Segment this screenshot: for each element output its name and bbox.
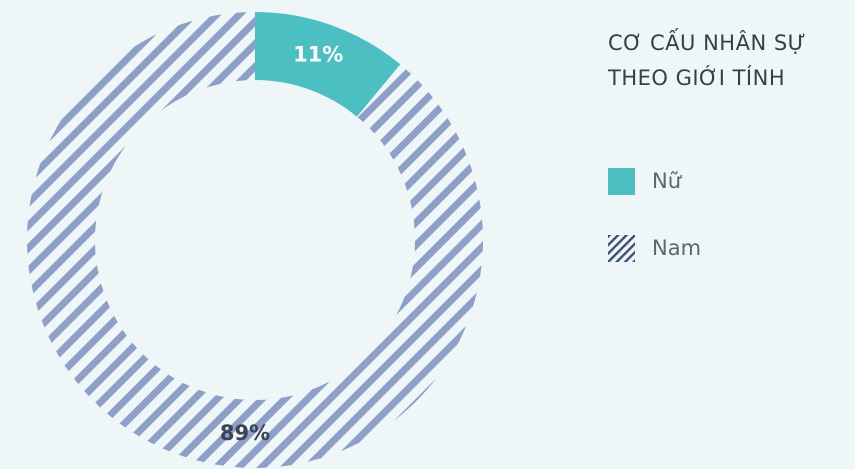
legend: Nữ Nam [608, 166, 701, 300]
legend-swatch-nu [608, 167, 635, 195]
slice-label-nam: 89% [220, 421, 270, 445]
donut-chart: 11% 89% [26, 12, 483, 469]
legend-label-nam: Nam [652, 236, 702, 260]
legend-label-nu: Nữ [652, 169, 682, 193]
legend-swatch-nam [608, 234, 635, 262]
slice-nam [26, 12, 483, 469]
legend-item-nam: Nam [608, 233, 701, 263]
slice-label-nu: 11% [293, 42, 343, 66]
chart-title-line-2: THEO GIỚI TÍNH [608, 66, 786, 90]
legend-item-nu: Nữ [608, 166, 701, 196]
chart-title-line-1: CƠ CẤU NHÂN SỰ [608, 31, 807, 55]
chart-title: CƠ CẤU NHÂN SỰ THEO GIỚI TÍNH [608, 26, 853, 96]
slice-nu [255, 12, 401, 117]
